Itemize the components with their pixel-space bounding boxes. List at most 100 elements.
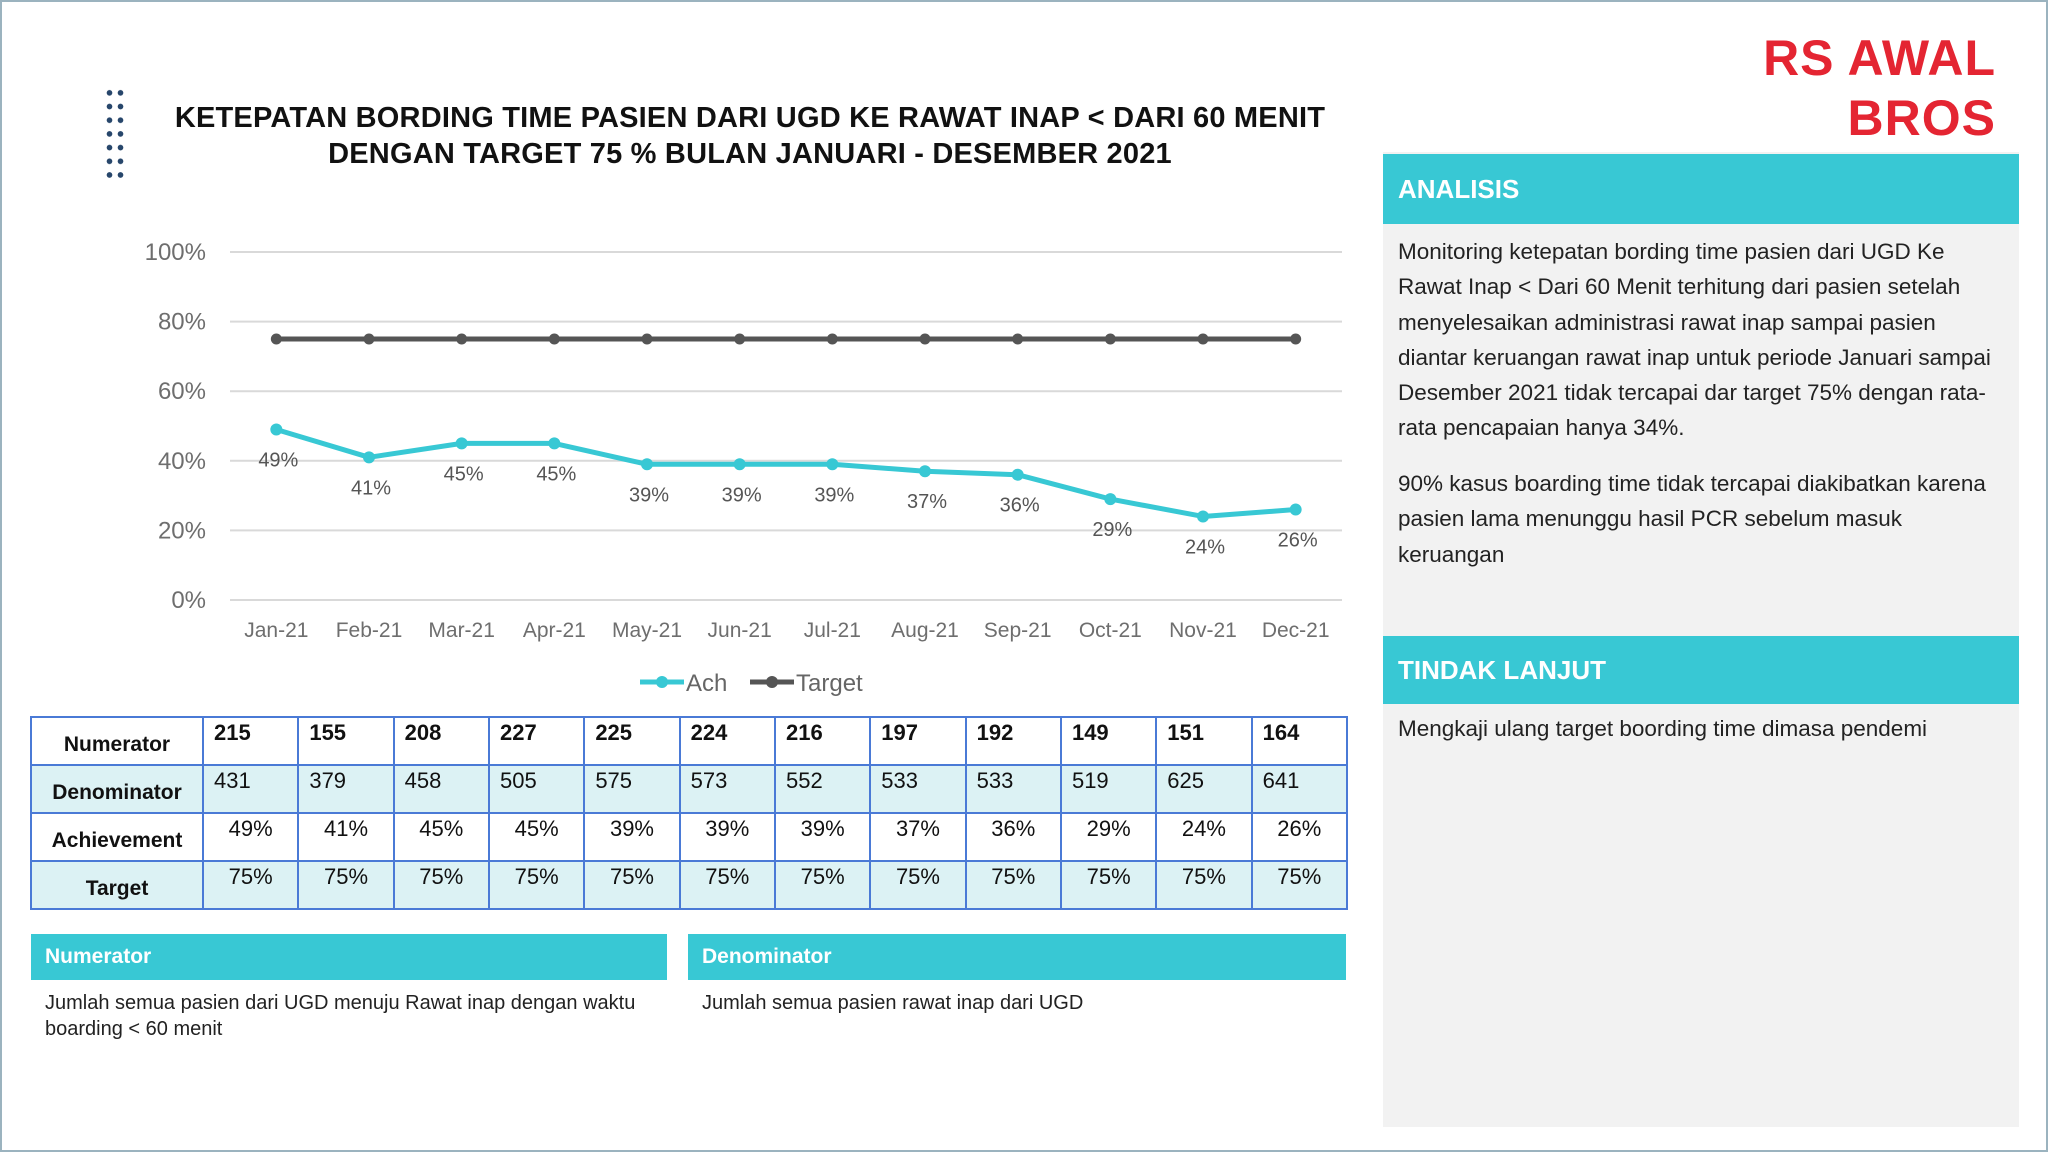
x-tick-label: Jun-21: [708, 619, 772, 642]
data-table: Numerator 215 155 208 227 225 224 216 197 192 149 1…: [30, 716, 1349, 910]
y-tick-label: 100%: [145, 239, 206, 266]
line-chart: 0% 20% 40% 60% 80% 100% Jan-21 Feb-21 Mar-21 Apr-…: [145, 239, 1342, 697]
table-cell: 224: [678, 716, 776, 766]
data-point-target: [826, 333, 838, 345]
table-cell: 208: [392, 716, 490, 766]
data-point-target: [1197, 333, 1209, 345]
table-cell: 41%: [297, 812, 395, 862]
denominator-heading: Denominator: [688, 934, 1346, 980]
table-cell: 75%: [1250, 860, 1349, 910]
table-cell: 533: [869, 764, 967, 814]
data-label: 49%: [258, 449, 298, 471]
table-cell: 458: [392, 764, 490, 814]
table-cell: 216: [773, 716, 872, 766]
table-cell: 75%: [1155, 860, 1253, 910]
data-point-ach: [270, 423, 283, 436]
data-point-ach: [1197, 510, 1209, 523]
tindak-lanjut-text: Mengkaji ulang target boording time dima…: [1398, 716, 1928, 741]
data-point-ach: [641, 458, 653, 471]
y-tick-label: 60%: [158, 378, 206, 405]
analisis-heading: ANALISIS: [1383, 154, 2019, 224]
table-cell: 575: [583, 764, 681, 814]
x-tick-label: Nov-21: [1169, 619, 1237, 642]
table-cell: 75%: [583, 860, 681, 910]
table-cell: 75%: [297, 860, 395, 910]
legend-label: Target: [796, 670, 863, 697]
table-cell: 227: [487, 716, 586, 766]
page-title-line2: DENGAN TARGET 75 % BULAN JANUARI - DESEM…: [328, 138, 1172, 170]
data-label: 45%: [536, 463, 576, 485]
data-point-ach: [363, 451, 375, 464]
data-label: 39%: [722, 484, 762, 506]
data-label: 37%: [907, 491, 947, 513]
row-header: Target: [30, 860, 204, 910]
data-point-target: [1104, 333, 1116, 345]
table-cell: 641: [1250, 764, 1349, 814]
data-label: 39%: [814, 484, 854, 506]
data-label: 29%: [1092, 519, 1132, 541]
table-cell: 36%: [964, 812, 1062, 862]
data-point-target: [548, 333, 560, 345]
table-row: Target 75% 75% 75% 75% 75% 75% 75% 75% 75% 75% 75% 7…: [30, 860, 1349, 910]
data-point-ach: [733, 458, 746, 471]
x-tick-label: Oct-21: [1079, 619, 1142, 642]
data-label: 24%: [1185, 536, 1225, 558]
table-cell: 75%: [773, 860, 872, 910]
table-cell: 75%: [392, 860, 490, 910]
series-line-ach: [275, 427, 1296, 519]
x-tick-label: Mar-21: [428, 619, 495, 642]
table-cell: 533: [964, 764, 1062, 814]
table-cell: 49%: [201, 812, 300, 862]
x-tick-label: Apr-21: [523, 619, 586, 642]
data-point-target: [641, 333, 653, 345]
table-cell: 39%: [773, 812, 872, 862]
data-label: 45%: [444, 463, 484, 485]
decorative-dots: [104, 86, 126, 182]
table-cell: 75%: [201, 860, 300, 910]
data-point-ach: [919, 465, 931, 478]
table-cell: 75%: [869, 860, 967, 910]
data-label: 36%: [1000, 495, 1040, 517]
table-cell: 26%: [1250, 812, 1349, 862]
table-cell: 39%: [583, 812, 681, 862]
data-point-ach: [1289, 503, 1302, 516]
data-point-target: [734, 333, 746, 345]
x-tick-label: Sep-21: [984, 619, 1052, 642]
data-point-target: [1012, 333, 1024, 345]
table-cell: 37%: [869, 812, 967, 862]
table-cell: 519: [1059, 764, 1158, 814]
table-cell: 75%: [1059, 860, 1158, 910]
data-point-ach: [1011, 468, 1024, 481]
table-row: Numerator 215 155 208 227 225 224 216 197 192 149 1…: [30, 716, 1349, 766]
denominator-description: Jumlah semua pasien rawat inap dari UGD: [702, 992, 1084, 1014]
row-header: Numerator: [30, 716, 204, 766]
table-cell: 75%: [678, 860, 776, 910]
y-tick-label: 80%: [158, 309, 206, 336]
table-cell: 225: [583, 716, 681, 766]
hospital-logo: RS AWAL BROS: [1763, 30, 1996, 146]
tindak-lanjut-heading: TINDAK LANJUT: [1383, 636, 2019, 704]
table-cell: 192: [964, 716, 1062, 766]
y-tick-label: 20%: [158, 517, 206, 544]
row-header: Achievement: [30, 812, 204, 862]
table-cell: 75%: [487, 860, 586, 910]
x-tick-label: Aug-21: [891, 619, 959, 642]
legend-label: Ach: [686, 670, 727, 697]
table-cell: 164: [1250, 716, 1349, 766]
table-cell: 625: [1155, 764, 1253, 814]
data-point-target: [919, 333, 931, 345]
numerator-heading: Numerator: [31, 934, 667, 980]
row-header: Denominator: [30, 764, 204, 814]
table-cell: 552: [773, 764, 872, 814]
y-tick-label: 40%: [158, 448, 206, 475]
table-cell: 379: [297, 764, 395, 814]
table-cell: 215: [201, 716, 300, 766]
analisis-paragraph-1: Monitoring ketepatan bording time pasien…: [1398, 239, 1991, 441]
table-cell: 75%: [964, 860, 1062, 910]
table-cell: 39%: [678, 812, 776, 862]
data-label: 41%: [351, 477, 391, 499]
table-cell: 197: [869, 716, 967, 766]
numerator-description: Jumlah semua pasien dari UGD menuju Rawa…: [45, 992, 636, 1040]
data-point-target: [363, 333, 375, 345]
table-cell: 24%: [1155, 812, 1253, 862]
